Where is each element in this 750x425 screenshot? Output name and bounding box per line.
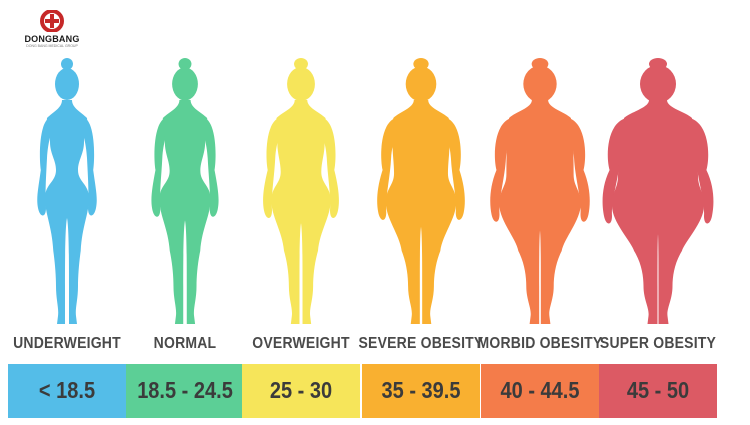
head: [640, 65, 676, 103]
category-label: SUPER OBESITY: [599, 333, 717, 352]
left-arm: [490, 118, 516, 222]
right-arm: [81, 118, 97, 216]
body-silhouette-icon: [602, 58, 714, 324]
brand-mark-icon: [40, 10, 64, 32]
category-label: UNDERWEIGHT: [13, 333, 121, 352]
body-silhouette-icon: [37, 58, 97, 324]
torso-legs: [499, 100, 581, 324]
bmi-category-morbid-obesity: MORBID OBESITY 40 - 44.5: [478, 0, 602, 425]
body-silhouette-icon: [151, 58, 219, 324]
bmi-category-normal: NORMAL 18.5 - 24.5: [125, 0, 245, 425]
hair-bun: [61, 58, 73, 70]
torso-legs: [612, 100, 704, 324]
bmi-category-underweight: UNDERWEIGHT < 18.5: [7, 0, 127, 425]
brand-name: DONGBANG: [24, 34, 80, 44]
bmi-range-box: 40 - 44.5: [481, 364, 599, 418]
category-label: SEVERE OBESITY: [358, 333, 484, 352]
bmi-category-super-obesity: SUPER OBESITY 45 - 50: [598, 0, 718, 425]
category-label: NORMAL: [153, 333, 217, 352]
bmi-range-box: 45 - 50: [599, 364, 717, 418]
bmi-range-box: < 18.5: [8, 364, 126, 418]
left-arm: [263, 118, 283, 219]
head: [523, 65, 557, 103]
right-arm: [442, 118, 465, 220]
torso-legs: [271, 100, 331, 324]
bmi-range-value: 40 - 44.5: [500, 377, 580, 404]
bmi-category-severe-obesity: SEVERE OBESITY 35 - 39.5: [359, 0, 483, 425]
bmi-range-box: 18.5 - 24.5: [126, 364, 244, 418]
bmi-range-value: < 18.5: [38, 377, 96, 404]
left-arm: [37, 118, 53, 216]
right-arm: [564, 118, 590, 222]
head: [172, 67, 198, 101]
body-silhouette-icon: [490, 58, 590, 324]
brand-logo: DONGBANG DONG BANG MEDICAL GROUP: [6, 10, 98, 56]
right-arm: [201, 118, 219, 217]
brand-tagline: DONG BANG MEDICAL GROUP: [26, 44, 78, 48]
head: [55, 68, 79, 100]
head: [405, 66, 437, 102]
hair-bun: [178, 58, 192, 70]
category-label: MORBID OBESITY: [477, 333, 603, 352]
torso-legs: [385, 100, 457, 324]
bmi-range-box: 35 - 39.5: [362, 364, 480, 418]
right-arm: [319, 118, 339, 219]
head: [287, 67, 315, 101]
left-arm: [377, 118, 400, 220]
body-silhouette-icon: [377, 58, 465, 324]
left-arm: [602, 118, 630, 224]
body-silhouette-icon: [263, 58, 339, 324]
left-arm: [151, 118, 169, 217]
torso-legs: [159, 100, 211, 324]
bmi-category-overweight: OVERWEIGHT 25 - 30: [241, 0, 361, 425]
category-label: OVERWEIGHT: [252, 333, 350, 352]
torso-legs: [45, 100, 89, 324]
bmi-range-value: 18.5 - 24.5: [137, 377, 233, 404]
bmi-range-value: 35 - 39.5: [381, 377, 461, 404]
bmi-range-value: 45 - 50: [626, 377, 690, 404]
right-arm: [686, 118, 714, 224]
bmi-range-box: 25 - 30: [242, 364, 360, 418]
bmi-range-value: 25 - 30: [269, 377, 333, 404]
hair-bun: [294, 58, 308, 70]
